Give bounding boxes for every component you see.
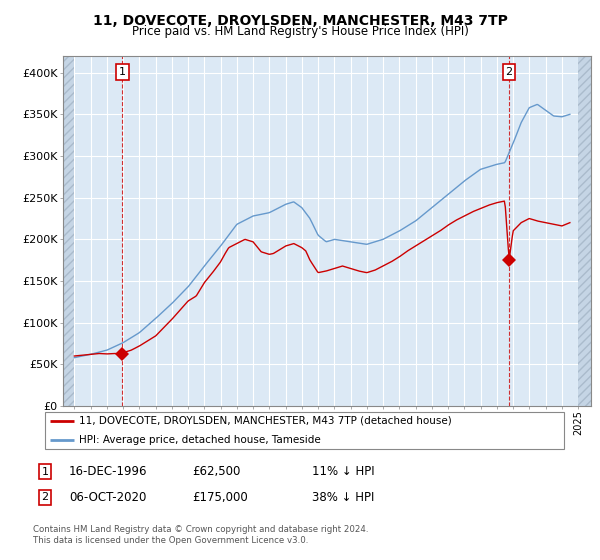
Text: 1: 1 <box>41 466 49 477</box>
Bar <box>63 56 74 406</box>
Text: 11, DOVECOTE, DROYLSDEN, MANCHESTER, M43 7TP (detached house): 11, DOVECOTE, DROYLSDEN, MANCHESTER, M43… <box>79 416 452 426</box>
Bar <box>578 56 591 406</box>
Text: 2: 2 <box>41 492 49 502</box>
Text: Price paid vs. HM Land Registry's House Price Index (HPI): Price paid vs. HM Land Registry's House … <box>131 25 469 38</box>
Text: 1: 1 <box>119 67 126 77</box>
Text: 16-DEC-1996: 16-DEC-1996 <box>69 465 148 478</box>
Text: HPI: Average price, detached house, Tameside: HPI: Average price, detached house, Tame… <box>79 435 320 445</box>
Text: 11% ↓ HPI: 11% ↓ HPI <box>312 465 374 478</box>
Text: Contains HM Land Registry data © Crown copyright and database right 2024.
This d: Contains HM Land Registry data © Crown c… <box>33 525 368 545</box>
FancyBboxPatch shape <box>44 413 565 449</box>
Text: 38% ↓ HPI: 38% ↓ HPI <box>312 491 374 504</box>
Text: £62,500: £62,500 <box>192 465 241 478</box>
Text: 06-OCT-2020: 06-OCT-2020 <box>69 491 146 504</box>
Text: 11, DOVECOTE, DROYLSDEN, MANCHESTER, M43 7TP: 11, DOVECOTE, DROYLSDEN, MANCHESTER, M43… <box>92 14 508 28</box>
Text: £175,000: £175,000 <box>192 491 248 504</box>
Text: 2: 2 <box>506 67 512 77</box>
